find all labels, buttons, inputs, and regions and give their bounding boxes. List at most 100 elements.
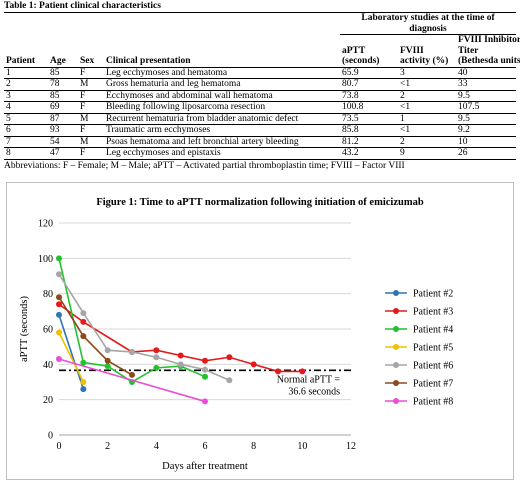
data-point-patient-6 (177, 361, 184, 368)
data-point-patient-4 (56, 255, 62, 262)
cell-fviii: <1 (398, 124, 456, 137)
data-point-patient-3 (275, 368, 281, 375)
reference-label-line1: Normal aPTT = (277, 374, 341, 385)
table-row: 4 69 F Bleeding following liposarcoma re… (4, 101, 517, 114)
cell-patient: 3 (4, 90, 48, 102)
cell-clinical: Psoas hematoma and left bronchial artery… (104, 136, 340, 148)
table-title: Table 1: Patient clinical characteristic… (4, 1, 161, 11)
cell-patient: 1 (4, 67, 48, 79)
legend-marker-patient-5 (393, 344, 399, 350)
legend-label-patient-8: Patient #8 (413, 397, 453, 408)
x-tick-label: 12 (346, 441, 356, 452)
data-point-patient-7 (104, 357, 111, 364)
header-aptt-line2: (seconds) (342, 56, 380, 66)
data-point-patient-3 (250, 361, 257, 368)
cell-fviii: <1 (398, 78, 456, 91)
data-point-patient-3 (299, 368, 306, 375)
cell-titer: 10 (456, 136, 517, 148)
cell-patient: 5 (4, 113, 48, 125)
cell-clinical: Bleeding following liposarcoma resection (104, 101, 340, 114)
cell-age: 69 (48, 101, 78, 114)
legend-marker-patient-7 (393, 380, 399, 386)
y-tick-label: 40 (43, 360, 53, 371)
legend-marker-patient-3 (393, 308, 399, 314)
cell-aptt: 85.8 (340, 124, 398, 137)
data-point-patient-6 (226, 377, 233, 384)
header-age: Age (48, 34, 78, 68)
data-point-patient-5 (80, 379, 87, 385)
cell-sex: F (78, 147, 104, 160)
cell-clinical: Leg ecchymoses and epistaxis (104, 147, 340, 160)
cell-aptt: 73.5 (340, 113, 398, 125)
cell-titer: 9.5 (456, 90, 517, 102)
legend-label-patient-5: Patient #5 (413, 343, 453, 354)
cell-clinical: Traumatic arm ecchymoses (104, 124, 340, 137)
table-row: 3 85 F Ecchymoses and abdominal wall hem… (4, 90, 517, 102)
legend-marker-patient-4 (393, 326, 399, 332)
cell-patient: 8 (4, 147, 48, 160)
data-point-patient-2 (56, 311, 62, 318)
cell-titer: 9.5 (456, 113, 517, 125)
header-titer-line2: Titer (458, 45, 479, 56)
cell-aptt: 81.2 (340, 136, 398, 148)
series-line-patient-8 (58, 358, 206, 403)
chart-svg: Figure 1: Time to aPTT normalization fol… (19, 197, 453, 472)
cell-fviii: <1 (398, 101, 456, 114)
cell-sex: F (78, 67, 104, 79)
data-point-patient-4 (153, 364, 160, 371)
data-point-patient-6 (202, 366, 208, 373)
data-point-patient-3 (177, 352, 184, 359)
cell-age: 78 (48, 78, 78, 91)
data-point-patient-5 (56, 329, 62, 336)
data-point-patient-6 (56, 271, 62, 278)
legend-label-patient-4: Patient #4 (413, 325, 453, 336)
y-tick-label: 20 (43, 395, 53, 406)
series-line-patient-3 (58, 303, 303, 373)
header-fviii-line2: activity (%) (400, 56, 449, 66)
lab-studies-header: Laboratory studies at the time of diagno… (340, 12, 517, 35)
cell-patient: 2 (4, 78, 48, 91)
series-line-patient-2 (58, 314, 85, 390)
cell-patient: 6 (4, 124, 48, 137)
data-point-patient-8 (202, 398, 208, 405)
data-point-patient-4 (104, 363, 111, 370)
cell-patient: 7 (4, 136, 48, 148)
cell-titer: 33 (456, 78, 517, 91)
y-tick-label: 100 (38, 254, 53, 265)
series-line-patient-6 (58, 273, 230, 381)
table-row: 6 93 F Traumatic arm ecchymoses 85.8 <1 … (4, 124, 517, 137)
header-patient: Patient (4, 34, 48, 68)
table-header-group-row: Laboratory studies at the time of diagno… (4, 12, 517, 35)
header-fviii-line1: FVIII (400, 45, 424, 56)
table-row: 1 85 F Leg ecchymoses and hematoma 65.9 … (4, 67, 517, 79)
legend-marker-patient-6 (393, 362, 399, 368)
table-row: 8 47 F Leg ecchymoses and epistaxis 43.2… (4, 147, 517, 160)
cell-age: 85 (48, 90, 78, 102)
figure-1-chart: Figure 1: Time to aPTT normalization fol… (6, 182, 514, 480)
reference-label-line2: 36.6 seconds (288, 386, 340, 397)
x-tick-label: 10 (297, 441, 307, 452)
cell-sex: M (78, 78, 104, 91)
header-titer-line1: FVIII Inhibitor (458, 35, 520, 45)
table-header-row: Patient Age Sex Clinical presentation aP… (4, 34, 520, 68)
cell-sex: M (78, 113, 104, 125)
cell-aptt: 80.7 (340, 78, 398, 91)
chart-title: Figure 1: Time to aPTT normalization fol… (96, 197, 424, 208)
data-point-patient-3 (226, 354, 233, 361)
table-row: 5 87 M Recurrent hematuria from bladder … (4, 113, 517, 125)
x-tick-label: 6 (203, 441, 208, 452)
cell-fviii: 9 (398, 147, 456, 160)
data-point-patient-6 (153, 354, 160, 361)
cell-fviii: 1 (398, 113, 456, 125)
data-point-patient-7 (56, 294, 62, 301)
legend-marker-patient-8 (393, 398, 399, 404)
header-titer-line3: (Bethesda units) (458, 56, 520, 66)
legend-label-patient-7: Patient #7 (413, 379, 453, 390)
table-row: 2 78 M Gross hematuria and leg hematoma … (4, 78, 517, 91)
cell-fviii: 2 (398, 90, 456, 102)
header-aptt-line1: aPTT (342, 45, 366, 56)
cell-titer: 26 (456, 147, 517, 160)
header-sex: Sex (78, 34, 104, 68)
data-point-patient-7 (129, 371, 135, 378)
cell-age: 47 (48, 147, 78, 160)
